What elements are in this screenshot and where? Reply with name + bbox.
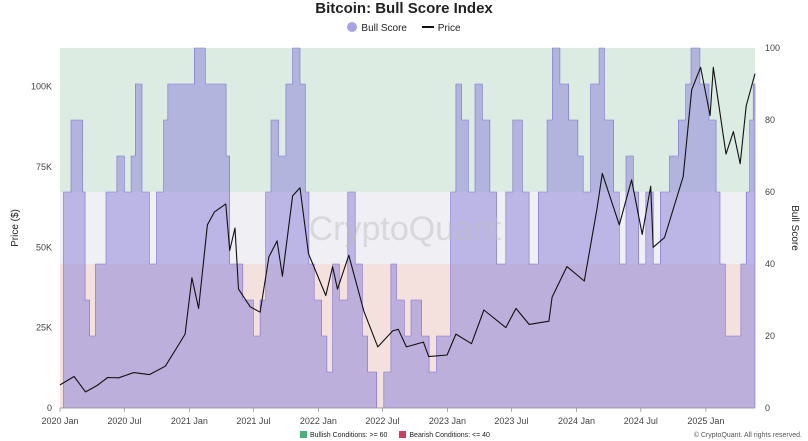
y-left-tick-label: 0: [47, 403, 52, 413]
legend-item-bull-score[interactable]: Bull Score: [347, 22, 407, 36]
y-left-tick-label: 50K: [36, 242, 52, 252]
x-tick-label: 2021 Jan: [171, 416, 208, 426]
chart-legend: Bull Score Price: [0, 22, 808, 37]
y-left-tick-label: 25K: [36, 323, 52, 333]
legend-item-bearish[interactable]: Bearish Conditions: <= 40: [399, 431, 490, 440]
y-left-axis-title: Price ($): [10, 209, 21, 247]
legend-label-price: Price: [437, 23, 461, 34]
y-left-tick-label: 75K: [36, 162, 52, 172]
y-right-tick-label: 0: [765, 403, 770, 413]
price-line: [59, 66, 756, 393]
x-tick-label: 2024 Jul: [624, 416, 658, 426]
y-right-tick-label: 60: [765, 187, 775, 197]
watermark: CryptoQuant: [309, 210, 502, 248]
bull-score-area: [60, 47, 756, 409]
price-series: [59, 66, 756, 393]
x-tick-label: 2022 Jan: [300, 416, 337, 426]
copyright-credit: © CryptoQuant. All rights reserved.: [693, 432, 802, 439]
y-right-axis-title: Bull Score: [789, 205, 800, 251]
y-right-tick-label: 40: [765, 259, 775, 269]
bull-score-swatch-icon: [347, 22, 358, 32]
y-left-tick-label: 100K: [31, 82, 52, 92]
x-tick-label: 2025 Jan: [687, 416, 724, 426]
legend-item-price[interactable]: Price: [421, 22, 461, 36]
chart-title: Bitcoin: Bull Score Index: [315, 0, 493, 17]
x-tick-label: 2020 Jul: [107, 416, 141, 426]
legend-item-bullish[interactable]: Bullish Conditions: >= 60: [300, 431, 387, 440]
x-tick-label: 2021 Jul: [236, 416, 270, 426]
x-tick-label: 2020 Jan: [41, 416, 78, 426]
chart-axes: 0 25K 50K 75K 100K 0 20 40 60 80 100 2020 Jan 2020 J…: [10, 43, 800, 426]
bull-score-series: [60, 47, 756, 409]
y-right-tick-label: 80: [765, 115, 775, 125]
y-right-tick-label: 100: [765, 43, 780, 53]
bullish-swatch-icon: [300, 431, 307, 438]
x-tick-label: 2022 Jul: [365, 416, 399, 426]
x-tick-label: 2024 Jan: [558, 416, 595, 426]
legend-label-bearish: Bearish Conditions: <= 40: [409, 432, 490, 439]
y-right-tick-label: 20: [765, 331, 775, 341]
x-tick-label: 2023 Jul: [494, 416, 528, 426]
legend-label-bullish: Bullish Conditions: >= 60: [310, 432, 388, 439]
x-tick-label: 2023 Jan: [429, 416, 466, 426]
bearish-swatch-icon: [399, 431, 407, 438]
price-line-swatch-icon: [421, 26, 434, 28]
condition-legend: Bullish Conditions: >= 60 Bearish Condit…: [300, 431, 500, 440]
legend-label-bull-score: Bull Score: [361, 23, 407, 34]
